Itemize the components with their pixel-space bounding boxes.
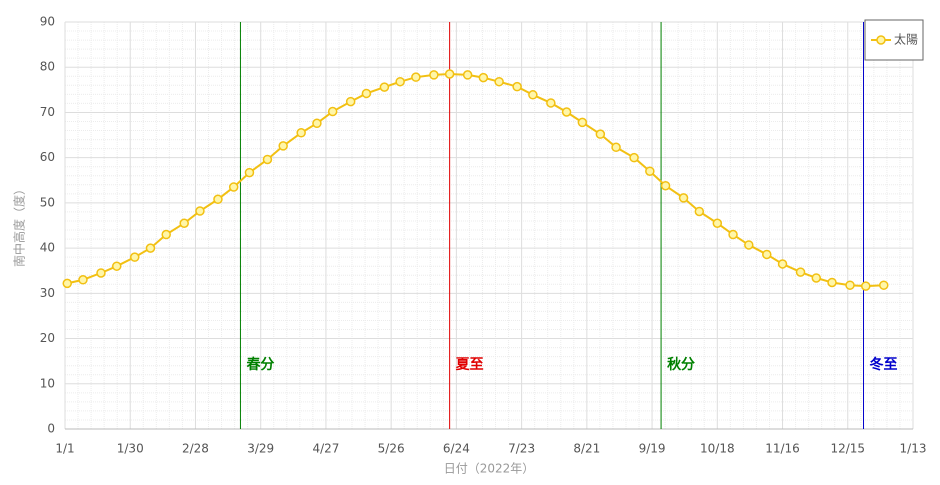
x-tick-label: 1/1 <box>55 442 74 456</box>
annotation-label: 春分 <box>245 356 274 373</box>
data-point <box>111 261 122 271</box>
plot-area <box>65 22 913 429</box>
data-point <box>395 76 405 87</box>
data-point <box>262 154 273 165</box>
x-axis-title: 日付（2022年） <box>444 462 535 476</box>
data-point <box>660 180 671 191</box>
data-point <box>179 218 189 228</box>
x-tick-label: 2/28 <box>182 442 209 456</box>
data-point <box>327 106 338 117</box>
data-point <box>161 229 171 240</box>
data-point <box>611 142 621 153</box>
data-point <box>861 281 871 291</box>
data-point <box>845 280 855 290</box>
legend-marker <box>876 35 886 45</box>
data-point <box>345 96 356 107</box>
y-tick-label: 10 <box>40 376 55 390</box>
x-tick-label: 6/24 <box>443 442 470 456</box>
data-point <box>462 70 473 80</box>
data-point <box>528 90 538 100</box>
y-tick-label: 0 <box>47 422 55 436</box>
data-point <box>777 259 788 269</box>
data-point <box>762 249 772 260</box>
x-tick-label: 8/21 <box>573 442 600 456</box>
x-tick-label: 10/18 <box>700 442 735 456</box>
x-tick-label: 11/16 <box>765 442 800 456</box>
x-tick-label: 12/15 <box>830 442 865 456</box>
data-point <box>361 88 372 99</box>
data-point <box>429 70 439 80</box>
data-point <box>312 118 322 129</box>
data-point <box>62 278 72 289</box>
annotation-label: 夏至 <box>456 356 484 373</box>
data-point <box>129 252 140 262</box>
y-tick-label: 40 <box>40 241 55 255</box>
data-point <box>244 167 255 178</box>
x-tick-label: 1/30 <box>117 442 144 456</box>
data-point <box>78 275 88 285</box>
data-point <box>728 229 738 240</box>
y-tick-label: 90 <box>40 15 55 29</box>
legend-label: 太陽 <box>894 32 918 47</box>
data-point <box>811 273 822 283</box>
data-point <box>379 82 390 92</box>
data-point <box>577 117 588 128</box>
data-point <box>478 72 489 83</box>
data-point <box>546 98 556 108</box>
data-point <box>645 166 655 176</box>
annotation-label: 冬至 <box>870 356 898 373</box>
data-point <box>228 182 239 192</box>
data-point <box>795 267 806 277</box>
y-tick-label: 30 <box>40 286 55 300</box>
data-point <box>296 128 306 138</box>
data-point <box>595 129 606 139</box>
data-point <box>145 243 156 253</box>
legend: 太陽 <box>864 19 924 61</box>
data-point <box>629 152 639 163</box>
data-point <box>96 268 106 278</box>
y-tick-label: 60 <box>40 150 55 164</box>
data-point <box>213 194 223 205</box>
y-tick-label: 50 <box>40 195 55 209</box>
data-point <box>444 69 455 79</box>
y-tick-label: 80 <box>40 60 55 74</box>
y-axis-title: 南中高度（度） <box>12 183 27 267</box>
y-tick-label: 70 <box>40 105 55 119</box>
y-tick-label: 20 <box>40 331 55 345</box>
data-point <box>879 280 889 290</box>
x-tick-label: 4/27 <box>312 442 339 456</box>
data-point <box>694 206 705 217</box>
x-tick-label: 3/29 <box>247 442 274 456</box>
data-point <box>195 206 205 216</box>
data-point <box>712 218 723 228</box>
annotation-label: 秋分 <box>667 356 695 373</box>
x-tick-label: 9/19 <box>639 442 666 456</box>
data-point <box>278 141 288 151</box>
x-tick-label: 7/23 <box>508 442 535 456</box>
data-point <box>827 277 837 288</box>
data-point <box>512 81 522 92</box>
data-point <box>561 107 572 117</box>
data-point <box>678 193 689 203</box>
data-point <box>494 76 504 87</box>
data-point <box>411 72 421 82</box>
x-tick-label: 5/26 <box>378 442 405 456</box>
x-tick-label: 1/13 <box>900 442 927 456</box>
data-point <box>744 240 754 250</box>
